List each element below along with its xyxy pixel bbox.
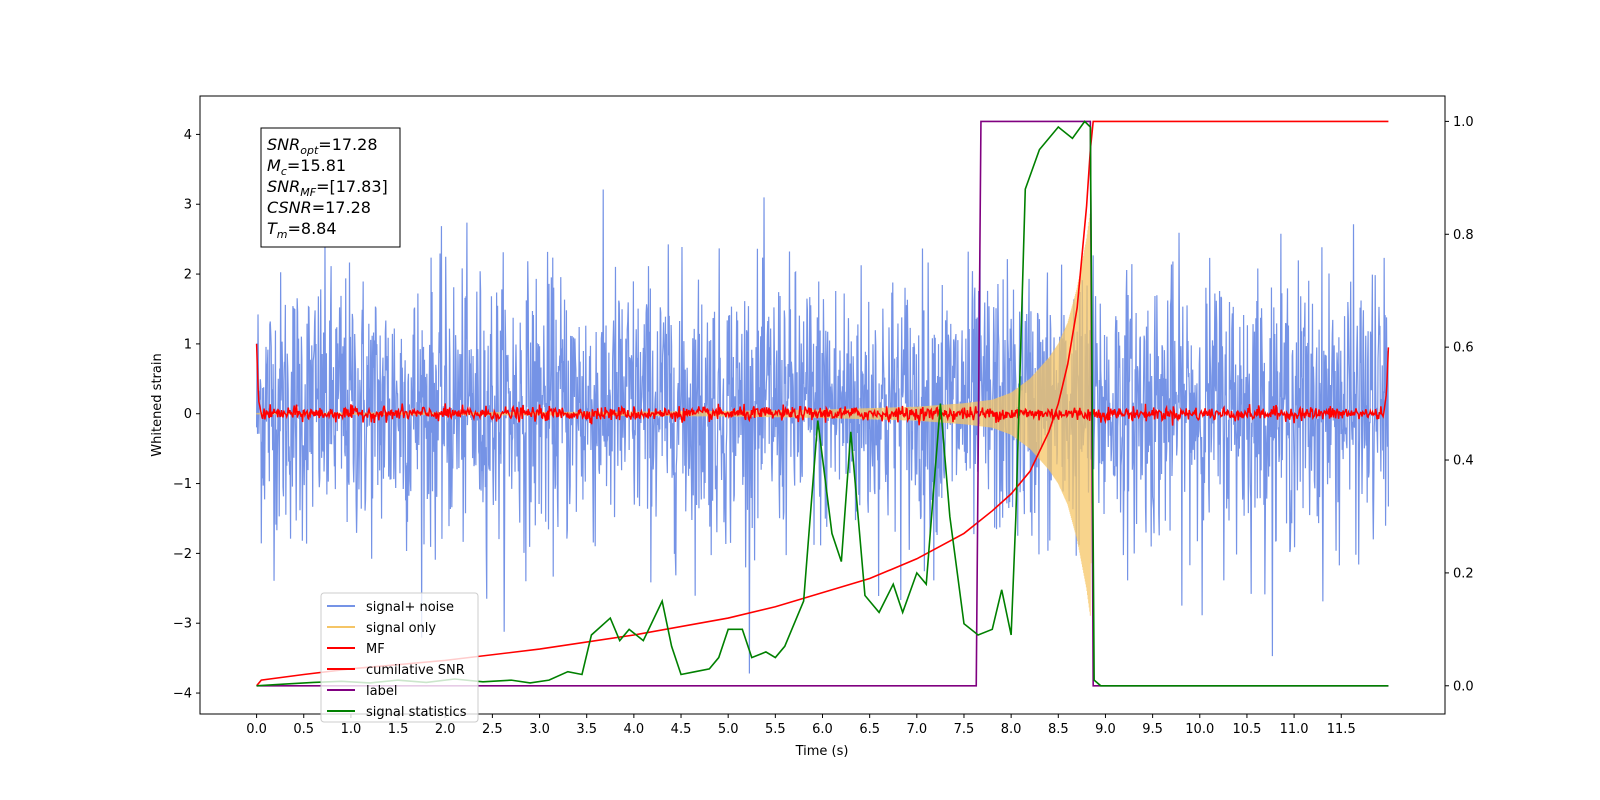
- y-axis-label: Whitened strain: [150, 353, 165, 456]
- y-axis-left: 4 3 2 1 0 −1 −2 −3 −4: [173, 128, 200, 702]
- x-tick-label: 0.0: [246, 722, 267, 737]
- y-tick-label: 4: [184, 128, 192, 143]
- y-tick-label: 0: [184, 407, 192, 422]
- x-tick-label: 9.0: [1095, 722, 1116, 737]
- y2-tick-label: 0.2: [1453, 566, 1474, 581]
- x-tick-label: 3.0: [529, 722, 550, 737]
- x-tick-label: 5.0: [718, 722, 739, 737]
- y-tick-label: 1: [184, 337, 192, 352]
- x-tick-label: 4.5: [671, 722, 692, 737]
- x-tick-label: 7.5: [954, 722, 975, 737]
- x-tick-label: 4.0: [624, 722, 645, 737]
- x-tick-label: 6.0: [812, 722, 833, 737]
- x-tick-label: 1.5: [388, 722, 409, 737]
- legend-label-signal-noise: signal+ noise: [366, 600, 454, 615]
- x-tick-label: 8.5: [1048, 722, 1069, 737]
- annotation-line: SNRopt=17.28: [267, 135, 378, 157]
- x-tick-label: 7.0: [906, 722, 927, 737]
- x-tick-label: 0.5: [293, 722, 314, 737]
- y-tick-label: −3: [173, 617, 192, 632]
- annotation-line: SNRMF=[17.83]: [267, 177, 388, 199]
- x-axis: 0.0 0.5 1.0 1.5 2.0 2.5 3.0 3.5 4.0 4.5 5.0 5.5 6.0 6…: [246, 714, 1356, 737]
- annotation-line: Mc=15.81: [267, 156, 346, 178]
- x-tick-label: 11.5: [1327, 722, 1356, 737]
- y-tick-label: 2: [184, 268, 192, 283]
- series-mf: [255, 343, 1390, 426]
- x-tick-label: 10.0: [1185, 722, 1214, 737]
- legend-label-cumilative-snr: cumilative SNR: [366, 663, 465, 678]
- y-tick-label: 3: [184, 198, 192, 213]
- x-tick-label: 2.5: [482, 722, 503, 737]
- y-tick-label: −2: [173, 547, 192, 562]
- annotation-frame: [260, 127, 401, 248]
- y2-tick-label: 0.4: [1453, 454, 1474, 469]
- y2-tick-label: 1.0: [1453, 115, 1474, 130]
- y2-tick-label: 0.6: [1453, 341, 1474, 356]
- y2-tick-label: 0.8: [1453, 228, 1474, 243]
- annotation-line: Tm=8.84: [267, 219, 337, 241]
- legend-label-mf: MF: [366, 642, 385, 657]
- y2-tick-label: 0.0: [1453, 679, 1474, 694]
- x-tick-label: 8.0: [1001, 722, 1022, 737]
- x-tick-label: 2.0: [435, 722, 456, 737]
- x-tick-label: 6.5: [859, 722, 880, 737]
- legend-label-signal-only: signal only: [366, 621, 436, 636]
- legend: signal+ noise signal only MF cumilative SNR…: [320, 592, 479, 723]
- y-axis-right: 1.0 0.8 0.6 0.4 0.2 0.0: [1445, 115, 1474, 694]
- x-tick-label: 5.5: [765, 722, 786, 737]
- x-tick-label: 10.5: [1232, 722, 1261, 737]
- x-axis-label: Time (s): [795, 744, 849, 759]
- legend-frame: [320, 592, 479, 723]
- annotation-line: CSNR=17.28: [267, 198, 371, 217]
- series-signal-statistics: [256, 120, 1389, 687]
- y-tick-label: −4: [173, 687, 192, 702]
- x-tick-label: 9.5: [1142, 722, 1163, 737]
- x-tick-label: 1.0: [341, 722, 362, 737]
- legend-label-label: label: [366, 684, 397, 699]
- y-tick-label: −1: [173, 477, 192, 492]
- x-tick-label: 11.0: [1280, 722, 1309, 737]
- x-tick-label: 3.5: [576, 722, 597, 737]
- legend-label-signal-statistics: signal statistics: [366, 705, 467, 720]
- metrics-annotation: SNRopt=17.28Mc=15.81SNRMF=[17.83]CSNR=17…: [260, 127, 401, 248]
